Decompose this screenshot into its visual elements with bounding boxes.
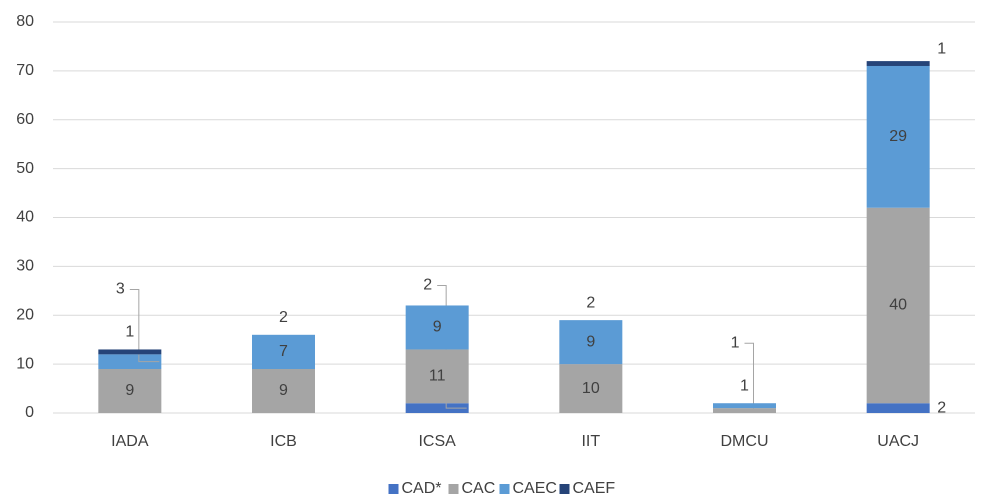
x-tick-label: IADA [111, 433, 149, 450]
legend-label: CAC [462, 480, 496, 496]
data-label: 29 [889, 128, 907, 145]
bar-segment [405, 305, 469, 350]
y-tick-label: 60 [16, 111, 34, 128]
legend-label: CAEF [573, 480, 616, 496]
x-tick-label: IIT [581, 433, 600, 450]
legend-label: CAD* [402, 480, 442, 496]
bar-segment [866, 403, 930, 413]
data-label: 2 [423, 277, 432, 294]
y-tick-label: 10 [16, 355, 34, 372]
x-tick-label: ICB [270, 433, 297, 450]
data-label: 11 [429, 368, 446, 385]
bar-segment [866, 65, 930, 208]
legend-swatch [559, 484, 570, 494]
leader-line [744, 342, 774, 412]
bar-segment [866, 207, 930, 404]
bar-segment [98, 354, 162, 370]
y-tick-label: 0 [25, 404, 34, 421]
y-tick-label: 30 [16, 258, 34, 275]
data-label: 9 [279, 382, 288, 399]
annotation: 2 [279, 309, 288, 326]
bar-segment [866, 61, 930, 66]
bar-segment [713, 408, 776, 413]
bar-segment [713, 403, 776, 409]
y-tick-label: 80 [16, 13, 34, 30]
data-label: 9 [125, 382, 134, 399]
annotation: 2 [586, 294, 595, 311]
legend-label: CAEC [513, 480, 557, 496]
bar-segment [98, 349, 162, 355]
legend-swatch [499, 484, 510, 494]
y-tick-label: 20 [16, 306, 34, 323]
data-label: 1 [731, 334, 740, 351]
data-label: 40 [889, 297, 907, 314]
y-tick-label: 40 [16, 209, 34, 226]
data-label: 2 [937, 399, 946, 416]
data-label: 7 [279, 343, 288, 360]
x-tick-label: DMCU [721, 433, 769, 450]
bar-segment [98, 369, 162, 413]
x-tick-label: UACJ [877, 433, 919, 450]
bar-segment [405, 403, 469, 413]
data-label: 1 [937, 40, 946, 57]
bar-segment [405, 349, 469, 404]
legend-swatch [388, 484, 399, 494]
y-tick-label: 70 [16, 62, 34, 79]
data-label: 10 [582, 380, 600, 397]
data-label: 1 [125, 324, 134, 341]
y-tick-label: 50 [16, 160, 34, 177]
data-label: 9 [586, 333, 595, 350]
x-tick-label: ICSA [418, 433, 456, 450]
data-label: 3 [116, 281, 125, 298]
data-label: 9 [433, 319, 442, 336]
bar-segment [252, 369, 315, 413]
bar-segment [559, 364, 623, 413]
leader-line [129, 288, 160, 363]
legend-swatch [448, 484, 459, 494]
bar-segment [252, 334, 315, 370]
data-label: 1 [740, 377, 749, 394]
bar-segment [559, 320, 623, 365]
